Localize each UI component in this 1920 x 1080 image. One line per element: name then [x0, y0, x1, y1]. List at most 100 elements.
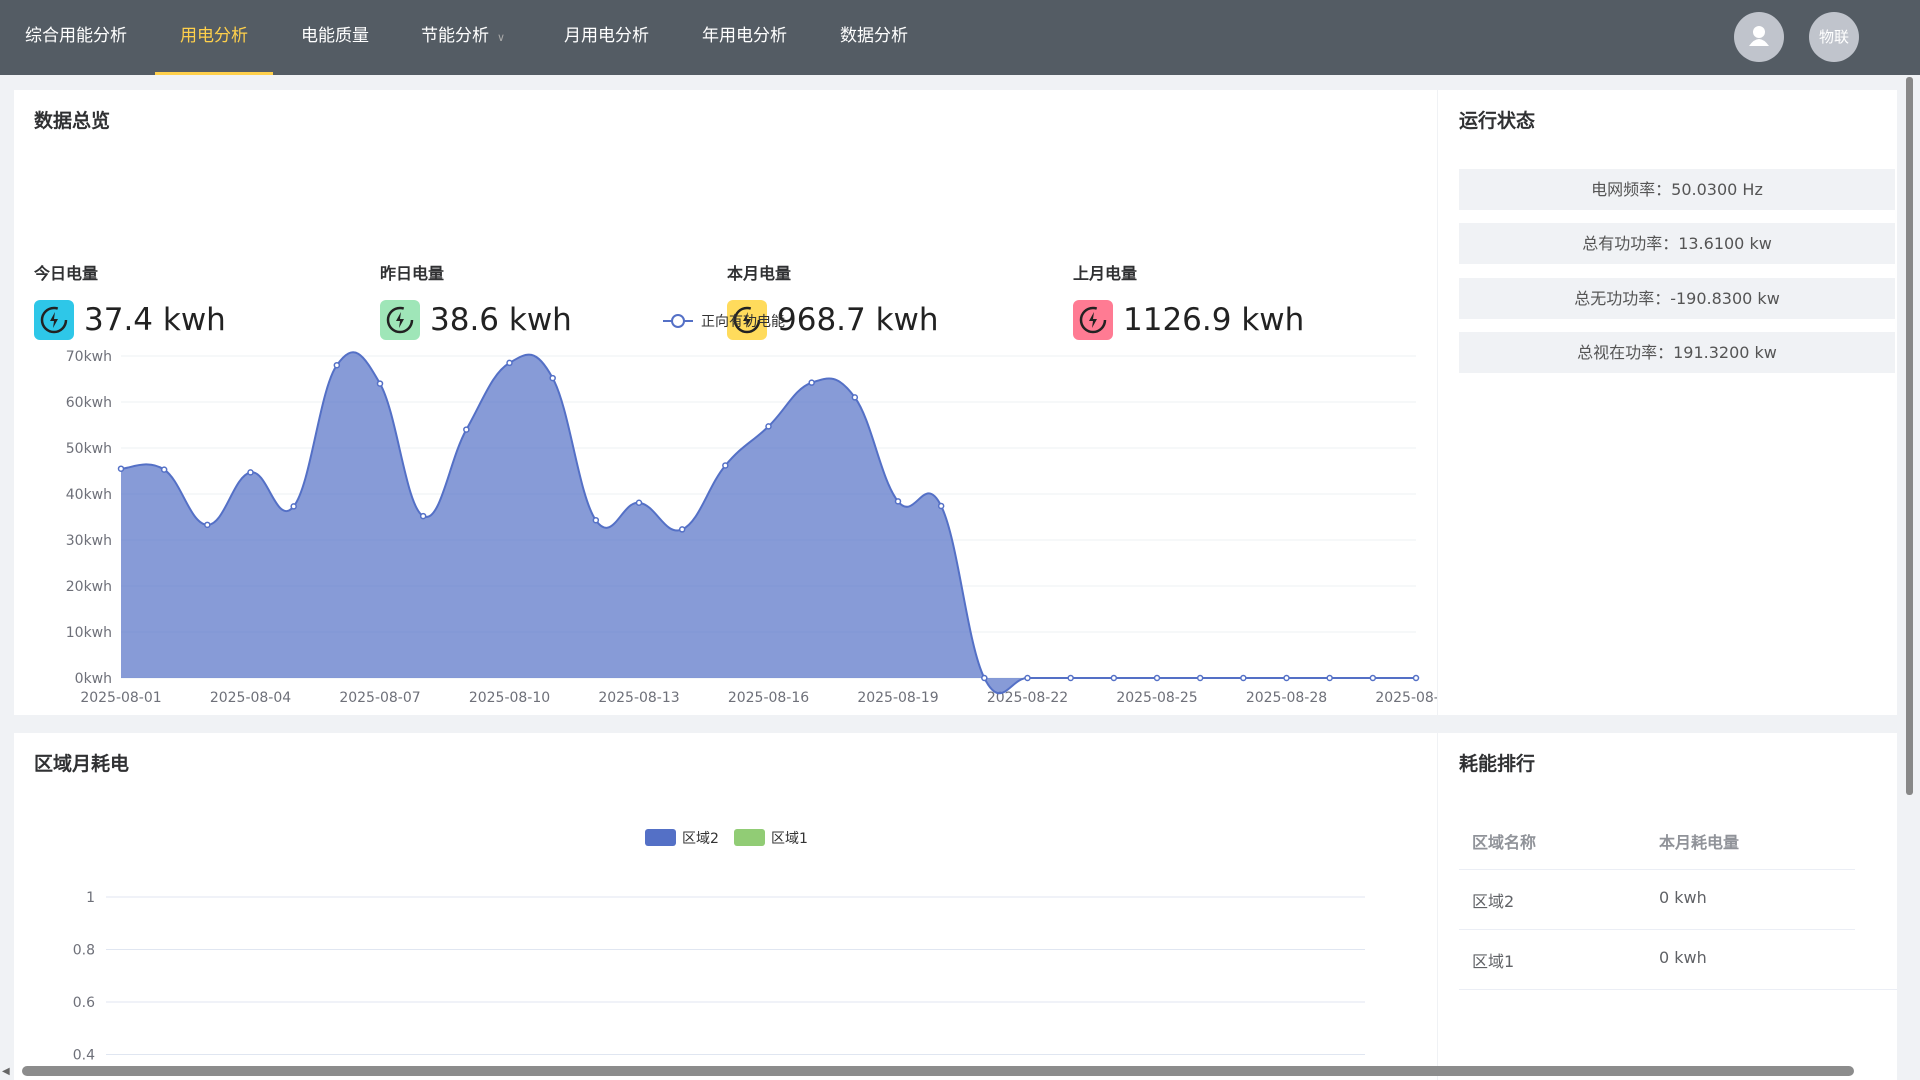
- x-tick-label: 2025-08-13: [598, 690, 679, 706]
- table-cell: 0 kwh: [1659, 948, 1707, 967]
- data-point: [937, 502, 945, 510]
- nav-item-power-quality[interactable]: 电能质量: [301, 26, 369, 46]
- region-bar-chart: 区域2 区域1 1 0.8 0.6 0.4: [73, 829, 1365, 1064]
- stat-value: 1126.9 kwh: [1123, 302, 1305, 338]
- status-active-power: 总有功功率：13.6100 kw: [1459, 223, 1895, 264]
- legend-swatch: [734, 829, 765, 846]
- power-meter-icon: [1073, 300, 1113, 340]
- x-tick-label: 2025-08-04: [210, 690, 291, 706]
- y-tick-label: 50kwh: [66, 441, 112, 457]
- data-point: [808, 379, 815, 386]
- stat-label: 上月电量: [1073, 264, 1138, 283]
- nav-item-electricity[interactable]: 用电分析: [155, 0, 273, 75]
- data-point: [1067, 674, 1074, 682]
- data-point: [1110, 674, 1118, 682]
- nav-label: 节能分析: [421, 26, 489, 46]
- power-meter-icon: [380, 300, 420, 340]
- status-frequency: 电网频率：50.0300 Hz: [1459, 169, 1895, 210]
- data-point: [1240, 674, 1247, 682]
- divider: [1459, 869, 1855, 870]
- user-menu[interactable]: 物联: [1809, 12, 1859, 62]
- status-apparent-power: 总视在功率：191.3200 kw: [1459, 332, 1895, 373]
- overview-card: 数据总览 今日电量 37.4 kwh 昨日电量 38.6 kwh 本月电量 968.…: [14, 90, 1437, 715]
- overview-title: 数据总览: [34, 110, 111, 132]
- stat-label: 本月电量: [727, 264, 792, 283]
- scroll-left-icon[interactable]: ◀: [2, 1066, 10, 1077]
- data-point: [247, 469, 254, 476]
- y-tick-label: 30kwh: [66, 533, 112, 549]
- y-tick-label: 0.8: [73, 943, 95, 959]
- series-area: [121, 352, 1416, 694]
- y-tick-label: 0.6: [73, 995, 95, 1011]
- status-card: 运行状态 电网频率：50.0300 Hz 总有功功率：13.6100 kw 总无…: [1438, 90, 1897, 715]
- data-point: [506, 359, 513, 367]
- nav-item-energy-saving[interactable]: 节能分析 ∨: [396, 0, 530, 75]
- ranking-card: 耗能排行 区域名称 本月耗电量 区域2 0 kwh 区域1 0 kwh: [1438, 733, 1897, 1080]
- table-cell: 区域2: [1472, 892, 1515, 911]
- x-tick-label: 2025-08-25: [1116, 690, 1197, 706]
- ranking-title: 耗能排行: [1459, 753, 1536, 775]
- user-avatar-icon[interactable]: [1734, 12, 1784, 62]
- nav-item-comprehensive[interactable]: 综合用能分析: [25, 26, 127, 46]
- data-point: [1196, 674, 1204, 682]
- y-tick-label: 1: [86, 890, 95, 906]
- table-cell: 0 kwh: [1659, 888, 1707, 907]
- data-point: [290, 503, 297, 510]
- data-point: [549, 374, 556, 382]
- status-reactive-power: 总无功功率：-190.8300 kw: [1459, 278, 1895, 319]
- region-title: 区域月耗电: [34, 753, 130, 775]
- x-tick-label: 2025-08-01: [80, 690, 161, 706]
- legend-label: 区域2: [682, 831, 719, 847]
- stat-label: 昨日电量: [380, 264, 445, 283]
- y-tick-label: 40kwh: [66, 487, 112, 503]
- data-point: [981, 674, 988, 682]
- stat-value: 968.7 kwh: [777, 302, 939, 338]
- region-card: 区域月耗电 区域2 区域1 1 0.8 0.6 0.4: [14, 733, 1437, 1080]
- divider: [1459, 929, 1855, 930]
- data-point: [1369, 674, 1377, 682]
- y-tick-label: 0kwh: [75, 671, 112, 687]
- power-meter-icon: [727, 300, 767, 340]
- data-point: [635, 499, 643, 506]
- chevron-down-icon: ∨: [497, 31, 506, 44]
- data-point: [419, 512, 427, 520]
- data-point: [1153, 674, 1161, 682]
- nav-item-data-analysis[interactable]: 数据分析: [840, 26, 908, 46]
- y-tick-label: 70kwh: [66, 349, 112, 365]
- power-meter-icon: [34, 300, 74, 340]
- y-tick-label: 10kwh: [66, 625, 112, 641]
- x-tick-label: 2025-08-16: [728, 690, 809, 706]
- table-cell: 区域1: [1472, 952, 1515, 971]
- stat-label: 今日电量: [34, 264, 99, 283]
- horizontal-scrollbar[interactable]: [22, 1066, 1854, 1076]
- y-tick-label: 0.4: [73, 1048, 95, 1064]
- data-point: [117, 465, 125, 472]
- x-tick-label: 2025-08-31: [1375, 690, 1437, 706]
- data-point: [722, 462, 729, 469]
- x-tick-label: 2025-08-10: [469, 690, 550, 706]
- stat-value: 37.4 kwh: [84, 302, 226, 338]
- data-point: [1326, 674, 1333, 682]
- vertical-scrollbar[interactable]: [1906, 77, 1913, 795]
- data-point: [592, 516, 600, 524]
- col-region-name: 区域名称: [1472, 833, 1537, 852]
- data-point: [333, 361, 341, 369]
- nav-item-yearly[interactable]: 年用电分析: [702, 26, 787, 46]
- data-point: [463, 426, 470, 433]
- x-tick-label: 2025-08-19: [857, 690, 938, 706]
- data-point: [160, 466, 168, 473]
- legend-label: 正向有功电能: [701, 314, 785, 330]
- energy-trend-chart: 0kwh 10kwh 20kwh 30kwh 40kwh 50kwh 60kwh 70kwh 2…: [66, 314, 1437, 706]
- nav-item-monthly[interactable]: 月用电分析: [564, 26, 649, 46]
- y-tick-label: 20kwh: [66, 579, 112, 595]
- data-point: [894, 498, 902, 505]
- data-point: [204, 521, 211, 529]
- data-point: [765, 423, 772, 430]
- top-nav: 综合用能分析 用电分析 电能质量 节能分析 ∨ 月用电分析 年用电分析 数据分析 …: [0, 0, 1920, 75]
- stat-value: 38.6 kwh: [430, 302, 572, 338]
- status-title: 运行状态: [1459, 110, 1536, 132]
- x-tick-label: 2025-08-07: [339, 690, 420, 706]
- legend-marker: [671, 314, 685, 328]
- legend-swatch: [645, 829, 676, 846]
- data-point: [851, 394, 859, 401]
